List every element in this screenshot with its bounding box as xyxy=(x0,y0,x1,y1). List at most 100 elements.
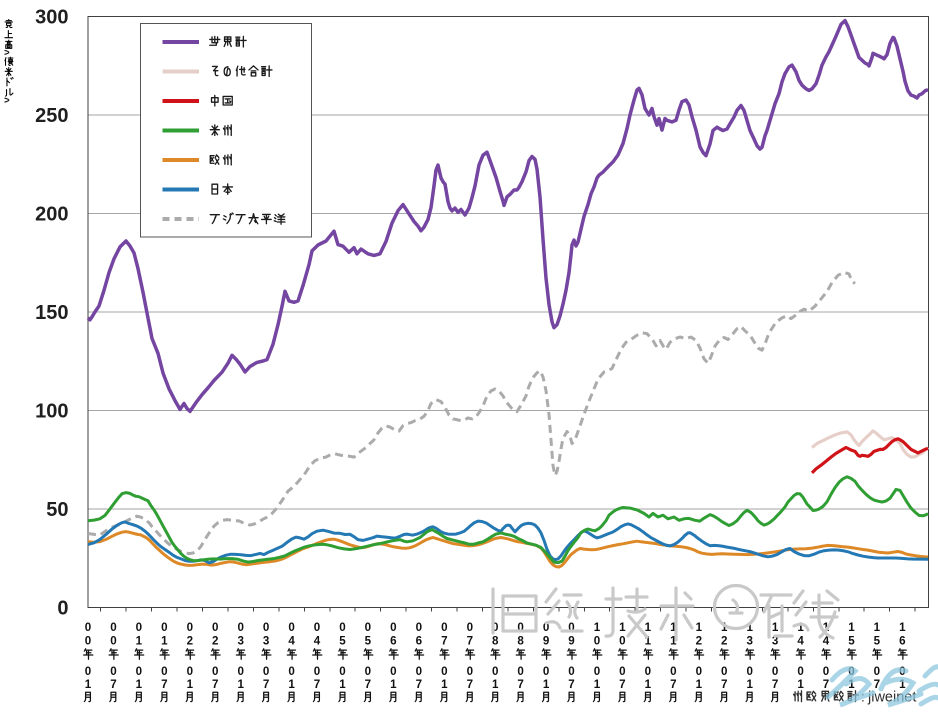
svg-text:0: 0 xyxy=(365,665,371,678)
svg-text:6: 6 xyxy=(899,635,906,648)
svg-text:1: 1 xyxy=(696,621,703,634)
svg-text:3: 3 xyxy=(746,635,753,648)
svg-text:0: 0 xyxy=(314,621,320,634)
svg-text:0: 0 xyxy=(568,665,574,678)
svg-text:8: 8 xyxy=(492,635,499,648)
svg-text:1: 1 xyxy=(441,678,448,691)
svg-text:7: 7 xyxy=(467,678,473,691)
svg-text:0: 0 xyxy=(212,621,218,634)
svg-text:7: 7 xyxy=(110,678,116,691)
svg-text:7: 7 xyxy=(568,678,574,691)
svg-text:5: 5 xyxy=(365,635,372,648)
svg-text:4: 4 xyxy=(288,635,295,648)
svg-text:150: 150 xyxy=(35,302,68,324)
svg-text:0: 0 xyxy=(797,665,803,678)
svg-text:1: 1 xyxy=(543,678,550,691)
svg-text:0: 0 xyxy=(670,665,676,678)
svg-text:2: 2 xyxy=(212,635,218,648)
svg-text:0: 0 xyxy=(517,665,523,678)
svg-text:1: 1 xyxy=(237,678,244,691)
svg-text:0: 0 xyxy=(619,665,625,678)
svg-text:1: 1 xyxy=(85,678,92,691)
svg-text:0: 0 xyxy=(390,621,396,634)
svg-text:0: 0 xyxy=(161,665,167,678)
svg-text:0: 0 xyxy=(874,665,880,678)
svg-text:0: 0 xyxy=(594,635,600,648)
svg-text:0: 0 xyxy=(110,665,116,678)
svg-text:0: 0 xyxy=(263,665,269,678)
svg-text:5: 5 xyxy=(874,635,881,648)
svg-text:0: 0 xyxy=(136,665,142,678)
svg-text:1: 1 xyxy=(619,621,626,634)
svg-text:9: 9 xyxy=(543,635,550,648)
svg-text:3: 3 xyxy=(263,635,270,648)
svg-text:1: 1 xyxy=(161,635,168,648)
svg-text:0: 0 xyxy=(136,621,142,634)
svg-text:6: 6 xyxy=(390,635,397,648)
svg-text:1: 1 xyxy=(187,678,194,691)
svg-text:0: 0 xyxy=(543,621,549,634)
svg-text:0: 0 xyxy=(517,621,523,634)
svg-text:1: 1 xyxy=(492,678,499,691)
svg-text:0: 0 xyxy=(568,621,574,634)
svg-text:7: 7 xyxy=(416,678,422,691)
svg-text:1: 1 xyxy=(848,621,855,634)
svg-text:6: 6 xyxy=(416,635,423,648)
svg-text:1: 1 xyxy=(136,635,143,648)
svg-text:7: 7 xyxy=(365,678,371,691)
svg-text:0: 0 xyxy=(390,665,396,678)
svg-text:0: 0 xyxy=(237,665,243,678)
svg-text:0: 0 xyxy=(746,665,752,678)
svg-text:1: 1 xyxy=(696,678,703,691)
svg-text:0: 0 xyxy=(85,665,91,678)
svg-text:0: 0 xyxy=(110,621,116,634)
svg-text:0: 0 xyxy=(441,665,447,678)
svg-text:0: 0 xyxy=(85,635,91,648)
svg-text:0: 0 xyxy=(187,621,193,634)
svg-text:1: 1 xyxy=(645,678,652,691)
svg-text:9: 9 xyxy=(568,635,575,648)
svg-text:7: 7 xyxy=(874,678,880,691)
svg-text:0: 0 xyxy=(416,665,422,678)
svg-text:0: 0 xyxy=(57,598,68,620)
svg-text:2: 2 xyxy=(721,635,727,648)
svg-text:1: 1 xyxy=(594,678,601,691)
svg-text:1: 1 xyxy=(848,678,855,691)
svg-text:1: 1 xyxy=(746,678,753,691)
svg-text:0: 0 xyxy=(110,635,116,648)
svg-text:0: 0 xyxy=(492,665,498,678)
svg-text:1: 1 xyxy=(670,621,677,634)
svg-text:1: 1 xyxy=(772,621,779,634)
svg-text:7: 7 xyxy=(467,635,473,648)
svg-text:0: 0 xyxy=(416,621,422,634)
svg-text:1: 1 xyxy=(670,635,677,648)
svg-text:7: 7 xyxy=(314,678,320,691)
svg-text:0: 0 xyxy=(237,621,243,634)
svg-text:50: 50 xyxy=(46,499,68,521)
svg-text:0: 0 xyxy=(85,621,91,634)
svg-text:1: 1 xyxy=(899,678,906,691)
svg-text:1: 1 xyxy=(645,621,652,634)
svg-text:0: 0 xyxy=(772,665,778,678)
svg-text:7: 7 xyxy=(619,678,625,691)
svg-text:4: 4 xyxy=(314,635,321,648)
svg-text:300: 300 xyxy=(35,7,68,29)
svg-text:7: 7 xyxy=(263,678,269,691)
svg-text:5: 5 xyxy=(848,635,855,648)
svg-text:4: 4 xyxy=(823,635,830,648)
svg-text:0: 0 xyxy=(288,665,294,678)
svg-text:200: 200 xyxy=(35,204,68,226)
svg-text:100: 100 xyxy=(35,401,68,423)
svg-text:0: 0 xyxy=(467,621,473,634)
svg-text:0: 0 xyxy=(696,665,702,678)
svg-text:0: 0 xyxy=(441,621,447,634)
svg-text:4: 4 xyxy=(797,635,804,648)
svg-text:5: 5 xyxy=(339,635,346,648)
svg-text:0: 0 xyxy=(161,621,167,634)
svg-text:1: 1 xyxy=(339,678,346,691)
svg-text:1: 1 xyxy=(721,621,728,634)
svg-text:1: 1 xyxy=(899,621,906,634)
svg-text:0: 0 xyxy=(212,665,218,678)
svg-text:0: 0 xyxy=(619,635,625,648)
svg-text:0: 0 xyxy=(263,621,269,634)
